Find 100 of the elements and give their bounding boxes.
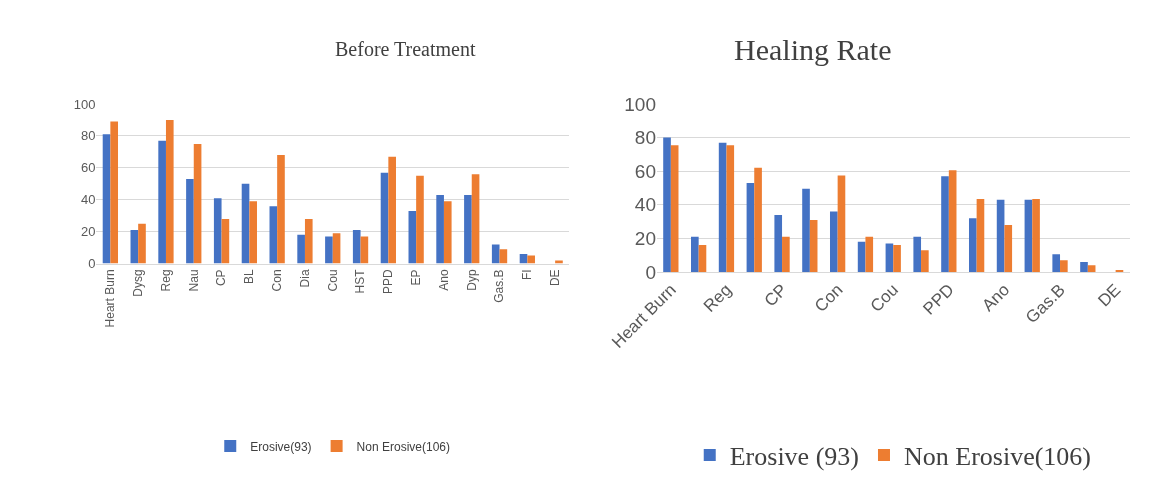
bar [102, 134, 111, 264]
bar [186, 179, 194, 264]
y-tick-label: 60 [81, 160, 96, 176]
bar [277, 155, 285, 264]
bar [213, 198, 222, 264]
bar [941, 176, 949, 272]
legend-label: Non Erosive(106) [903, 442, 1092, 472]
bar [670, 145, 679, 272]
bar [555, 260, 563, 264]
bar [249, 201, 257, 264]
x-tick-label: Ano [978, 280, 1014, 316]
chart-title: Before Treatment [335, 38, 476, 60]
bar [1052, 254, 1061, 272]
bar [913, 236, 922, 272]
bar [408, 210, 417, 264]
x-tick-label: EP [409, 269, 424, 286]
bar [774, 214, 783, 272]
x-tick-label: CP [214, 269, 229, 287]
x-tick-label: Reg [699, 280, 736, 316]
bar [1032, 198, 1040, 272]
x-tick-label: Cou [325, 269, 340, 292]
bar [130, 230, 139, 264]
bar [726, 145, 735, 272]
bar [304, 218, 313, 264]
bar [691, 236, 699, 272]
y-tick-label: 60 [634, 160, 656, 182]
chart-title: Healing Rate [734, 33, 892, 66]
bar [754, 167, 762, 272]
x-tick-label: Dia [297, 269, 312, 288]
bar [297, 234, 305, 264]
bar [443, 201, 452, 264]
bar [436, 194, 444, 264]
x-tick-label: Dysg [131, 269, 146, 297]
bar [746, 182, 755, 272]
bar [221, 218, 230, 264]
bar [698, 245, 707, 272]
bar [471, 174, 480, 264]
bar [809, 219, 818, 272]
bar [1060, 260, 1068, 272]
bar [837, 175, 846, 272]
x-tick-label: Dyp [464, 269, 479, 291]
y-tick-label: 40 [634, 194, 656, 216]
bar [885, 243, 894, 272]
x-tick-label: Gas.B [492, 269, 507, 303]
bar [110, 121, 118, 264]
y-tick-label: 100 [73, 96, 96, 112]
x-tick-label: Con [270, 269, 285, 292]
bar [802, 188, 810, 272]
bar [352, 230, 361, 264]
bar [241, 183, 250, 264]
bar [1087, 265, 1096, 272]
x-tick-label: PPD [381, 269, 396, 295]
x-tick-label: Cou [866, 280, 903, 316]
x-tick-label: Heart Burn [103, 269, 118, 328]
bar [976, 198, 985, 272]
bar [948, 170, 957, 272]
bar [865, 236, 874, 272]
bar [857, 241, 866, 272]
bar [325, 236, 333, 264]
y-tick-label: 100 [624, 93, 656, 115]
y-tick-label: 80 [81, 128, 96, 144]
x-tick-label: DE [548, 269, 563, 287]
bar [718, 142, 727, 272]
x-tick-label: Reg [158, 269, 173, 292]
bar [996, 199, 1005, 272]
legend-label: Non Erosive(106) [356, 439, 450, 454]
y-tick-label: 20 [81, 224, 96, 240]
y-tick-label: 20 [634, 228, 656, 250]
x-tick-label: DE [1094, 280, 1125, 311]
legend-label: Erosive(93) [250, 439, 312, 454]
bar [782, 236, 790, 272]
bar [830, 211, 838, 272]
y-tick-label: 0 [645, 261, 656, 283]
bar [360, 236, 369, 264]
x-tick-label: FI [520, 269, 535, 281]
bar [921, 250, 929, 272]
y-tick-label: 80 [634, 127, 656, 149]
bar [416, 175, 424, 264]
legend-label: Erosive (93) [729, 442, 859, 472]
x-tick-label: CP [760, 280, 791, 311]
x-tick-label: HST [353, 268, 368, 294]
bar [332, 233, 341, 264]
x-tick-label: Nau [186, 269, 201, 292]
bar [193, 143, 202, 264]
bar [1080, 261, 1088, 272]
bar [388, 156, 396, 264]
bar [1024, 199, 1033, 272]
y-tick-label: 0 [88, 256, 96, 272]
x-tick-label: Con [811, 280, 847, 316]
bar [663, 137, 671, 272]
bar [269, 206, 278, 264]
x-tick-label: BL [242, 269, 257, 285]
bar [893, 245, 901, 272]
y-tick-label: 40 [81, 192, 96, 208]
bar [158, 140, 166, 264]
x-tick-label: Ano [436, 269, 451, 291]
bar [138, 223, 146, 264]
bar [969, 218, 977, 272]
bar [380, 172, 389, 264]
bar [491, 244, 500, 264]
